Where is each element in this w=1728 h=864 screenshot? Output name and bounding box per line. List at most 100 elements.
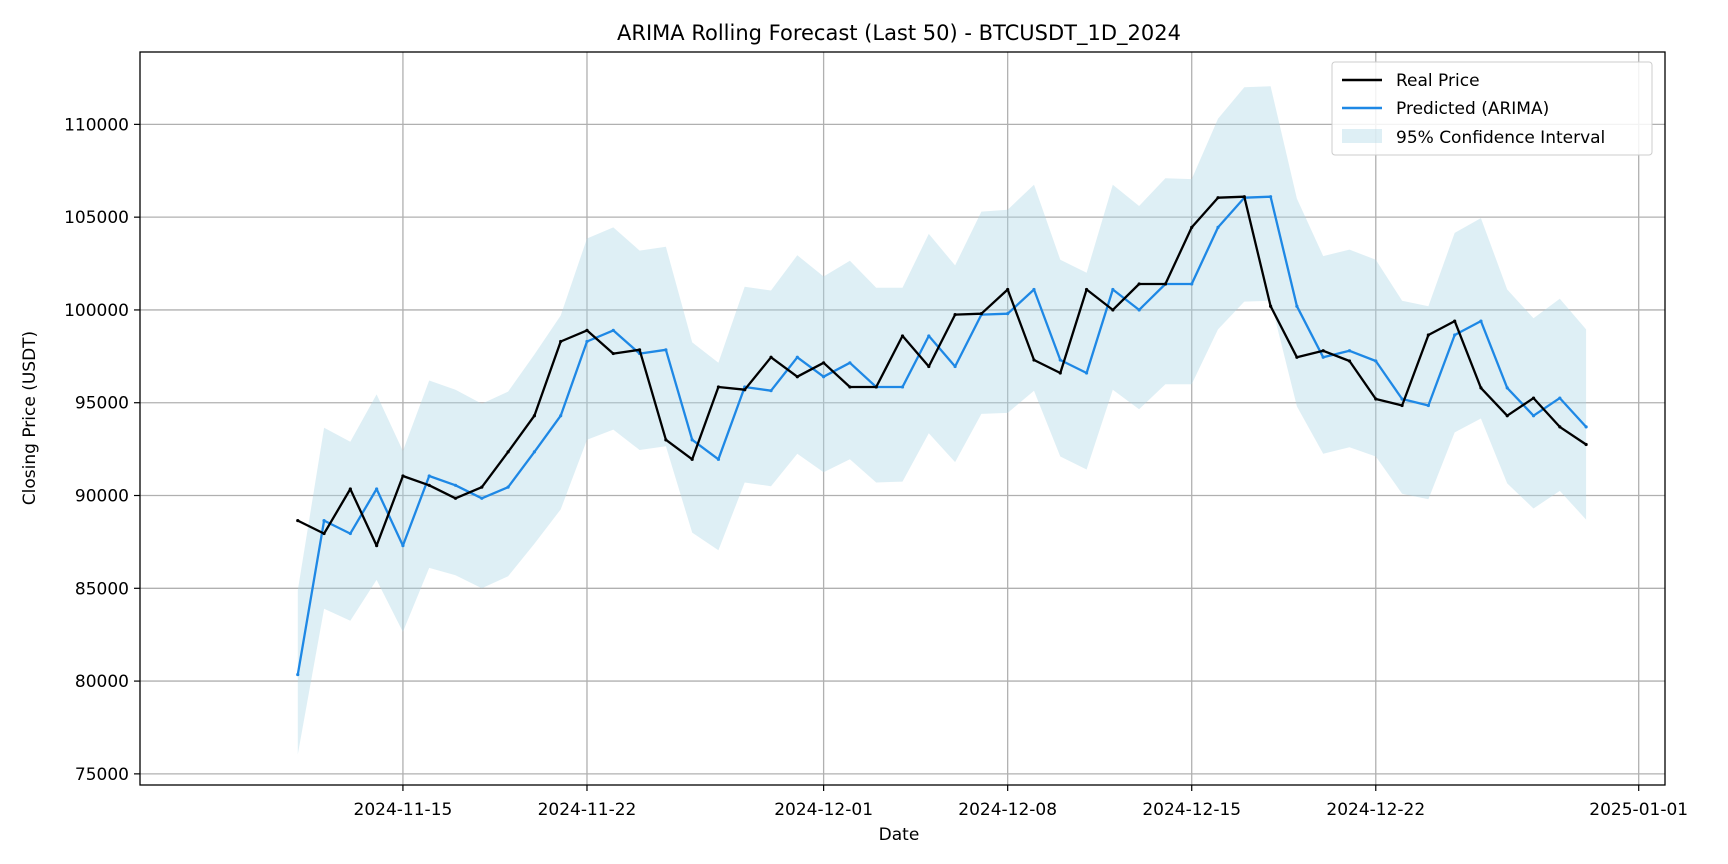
data-point-predicted-arima xyxy=(1137,308,1141,312)
data-point-real-price xyxy=(1242,195,1246,199)
series-line-predicted-arima xyxy=(296,195,1587,675)
data-point-real-price xyxy=(953,312,957,317)
data-point-predicted-arima xyxy=(848,361,852,365)
data-point-real-price xyxy=(743,388,747,392)
data-point-real-price xyxy=(1111,308,1115,312)
data-point-predicted-arima xyxy=(795,355,799,359)
legend-label-predicted: Predicted (ARIMA) xyxy=(1396,99,1549,119)
legend: Real Price Predicted (ARIMA) 95% Confide… xyxy=(1331,61,1653,156)
data-point-real-price xyxy=(322,531,326,536)
y-tick-label: 100000 xyxy=(64,301,129,321)
data-point-predicted-arima xyxy=(1558,396,1562,400)
data-point-real-price xyxy=(927,364,931,369)
data-point-real-price xyxy=(795,375,799,379)
data-point-predicted-arima xyxy=(1058,358,1062,362)
data-point-predicted-arima xyxy=(1584,425,1588,429)
data-point-predicted-arima xyxy=(1190,282,1194,286)
data-point-predicted-arima xyxy=(1295,304,1299,308)
data-point-real-price xyxy=(427,483,431,487)
x-tick-label: 2024-11-15 xyxy=(354,800,453,820)
data-point-predicted-arima xyxy=(1321,355,1325,359)
data-point-predicted-arima xyxy=(322,518,326,523)
y-tick-label: 75000 xyxy=(75,765,129,785)
legend-label-real-price: Real Price xyxy=(1396,71,1480,91)
data-point-real-price xyxy=(1505,414,1509,418)
legend-box xyxy=(1331,61,1653,156)
data-point-predicted-arima xyxy=(611,328,615,332)
confidence-interval-band xyxy=(297,86,1587,755)
data-point-real-price xyxy=(716,385,721,389)
data-point-predicted-arima xyxy=(1006,312,1010,316)
y-tick-label: 90000 xyxy=(75,487,129,507)
data-point-predicted-arima xyxy=(1084,371,1089,375)
data-point-real-price xyxy=(1479,386,1483,390)
data-point-predicted-arima xyxy=(401,544,405,548)
data-point-real-price xyxy=(1084,287,1089,292)
data-point-real-price xyxy=(453,496,458,500)
series-line-real-price xyxy=(297,195,1587,547)
data-point-real-price xyxy=(296,518,300,523)
data-point-predicted-arima xyxy=(1269,195,1273,199)
data-point-predicted-arima xyxy=(900,385,905,389)
data-point-real-price xyxy=(848,385,852,389)
plot-frame xyxy=(139,51,1666,786)
x-tick-label: 2025-01-01 xyxy=(1589,800,1688,820)
data-point-predicted-arima xyxy=(1479,319,1483,323)
data-point-predicted-arima xyxy=(690,438,694,442)
data-point-predicted-arima xyxy=(585,339,589,344)
data-point-predicted-arima xyxy=(427,474,431,478)
y-tick-label: 95000 xyxy=(75,394,129,414)
data-point-real-price xyxy=(822,361,826,365)
data-point-real-price xyxy=(1321,349,1325,353)
data-point-real-price xyxy=(611,351,615,356)
data-point-predicted-arima xyxy=(1111,287,1115,292)
data-point-real-price xyxy=(664,438,668,442)
data-point-real-price xyxy=(1058,371,1062,375)
data-point-real-price xyxy=(585,328,589,332)
data-point-real-price xyxy=(1163,282,1168,286)
legend-label-confidence: 95% Confidence Interval xyxy=(1396,128,1605,148)
data-point-predicted-arima xyxy=(1032,287,1036,292)
data-point-real-price xyxy=(1295,355,1299,359)
data-point-predicted-arima xyxy=(1453,333,1457,337)
data-point-predicted-arima xyxy=(1374,359,1378,363)
data-point-real-price xyxy=(1347,359,1352,363)
data-point-real-price xyxy=(401,474,405,478)
x-tick-label: 2024-12-08 xyxy=(958,800,1057,820)
data-point-real-price xyxy=(1426,333,1430,337)
data-point-real-price xyxy=(1190,225,1194,229)
x-tick-label: 2024-12-22 xyxy=(1326,800,1425,820)
data-point-real-price xyxy=(506,450,510,454)
data-point-predicted-arima xyxy=(716,457,721,461)
y-axis-label: Closing Price (USDT) xyxy=(20,331,40,505)
data-point-predicted-arima xyxy=(953,364,957,369)
data-point-real-price xyxy=(480,485,484,489)
data-point-real-price xyxy=(532,414,536,418)
data-point-predicted-arima xyxy=(1216,225,1220,229)
y-tick-label: 80000 xyxy=(75,672,129,692)
data-point-real-price xyxy=(979,312,983,316)
data-point-predicted-arima xyxy=(1531,414,1536,418)
data-point-real-price xyxy=(1584,442,1588,447)
x-tick-label: 2024-12-01 xyxy=(774,800,873,820)
data-point-predicted-arima xyxy=(480,496,484,500)
data-point-real-price xyxy=(1137,282,1141,286)
data-point-real-price xyxy=(1558,425,1562,429)
data-point-real-price xyxy=(874,385,878,389)
data-point-real-price xyxy=(1032,358,1036,362)
data-point-predicted-arima xyxy=(1400,397,1404,401)
data-point-predicted-arima xyxy=(506,485,510,489)
y-tick-label: 85000 xyxy=(75,579,129,599)
data-point-predicted-arima xyxy=(375,487,379,491)
y-tick-label: 105000 xyxy=(64,208,129,228)
data-point-predicted-arima xyxy=(532,450,536,454)
data-point-predicted-arima xyxy=(453,483,458,487)
data-point-real-price xyxy=(1453,319,1457,323)
x-tick-label: 2024-12-15 xyxy=(1142,800,1241,820)
data-point-predicted-arima xyxy=(1426,403,1430,408)
data-point-real-price xyxy=(637,348,642,352)
data-point-predicted-arima xyxy=(296,672,300,677)
x-tick-label: 2024-11-22 xyxy=(538,800,637,820)
data-point-real-price xyxy=(375,544,379,548)
